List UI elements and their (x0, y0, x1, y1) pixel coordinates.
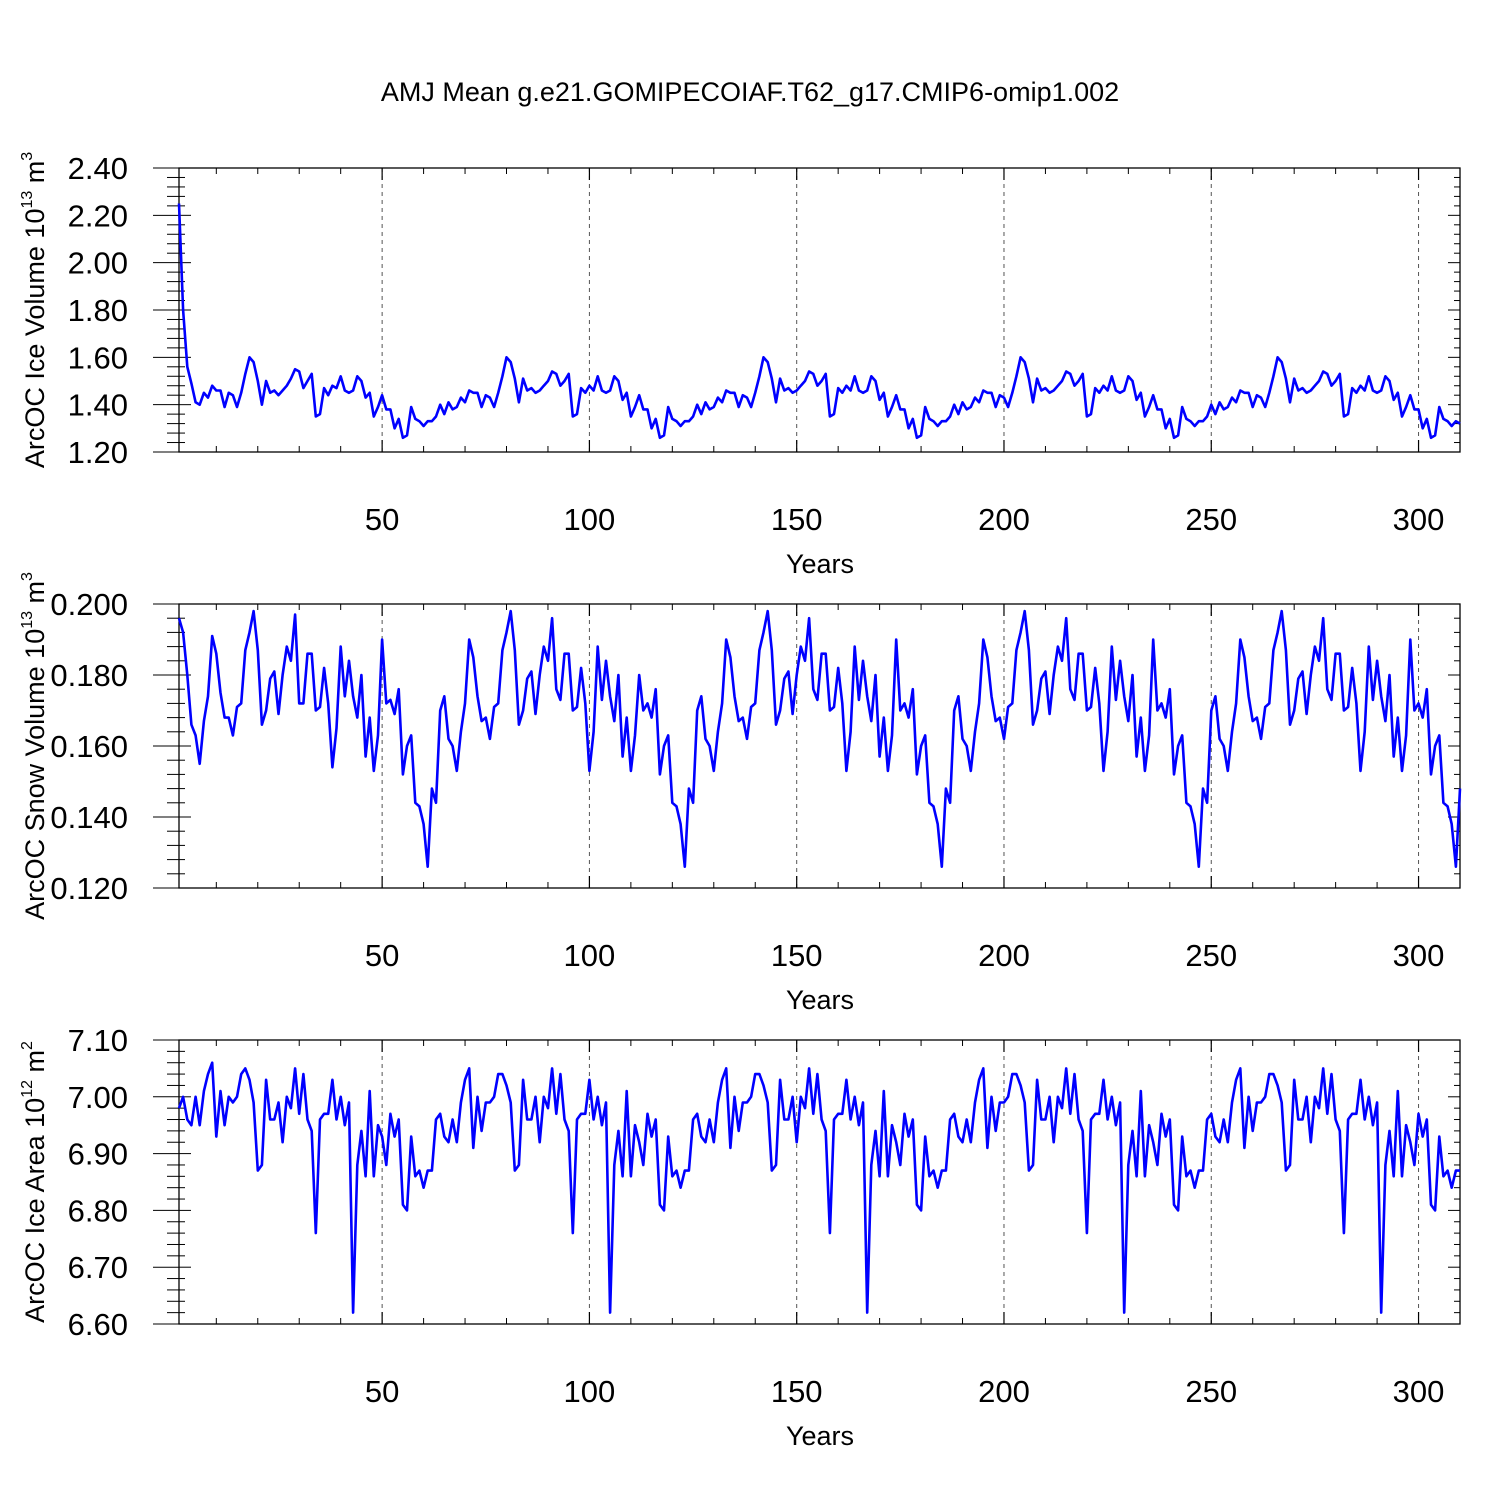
y-tick-label: 2.00 (68, 246, 128, 281)
chart-title: AMJ Mean g.e21.GOMIPECOIAF.T62_g17.CMIP6… (381, 77, 1119, 107)
panel-2: 50 100 150 200 250 300 0.120 0.140 0.160 0.180 0.2… (19, 572, 1462, 1015)
plot-frame (178, 1039, 1461, 1325)
y-tick-label: 1.40 (68, 388, 128, 423)
x-tick-label: 250 (1185, 1374, 1237, 1409)
y-tick-label: 1.60 (68, 340, 128, 375)
x-tick-label: 200 (978, 938, 1030, 973)
y-axis-label-text: ArcOC Ice Area 10 (20, 1098, 50, 1323)
series-line (177, 1061, 1460, 1314)
y-axis-label-exponent: 13 (19, 191, 36, 209)
panel-3: 50 100 150 200 250 300 6.60 6.70 6.80 6.90 7.00 7.1… (19, 1023, 1461, 1451)
panel-1: 50 100 150 200 250 300 1.20 1.40 1.60 1.80 2.00 2.2… (19, 151, 1461, 579)
x-tick-label: 100 (564, 502, 616, 537)
y-axis-label-exponent: 12 (19, 1080, 36, 1098)
x-tick-label: 150 (771, 1374, 823, 1409)
x-tick-label: 100 (564, 938, 616, 973)
y-tick-label: 0.160 (50, 729, 128, 764)
x-tick-label: 300 (1393, 938, 1445, 973)
y-tick-label: 1.20 (68, 435, 128, 470)
y-tick-label: 0.140 (50, 800, 128, 835)
x-axis-label: Years (786, 1421, 854, 1451)
x-tick-label: 200 (978, 1374, 1030, 1409)
x-tick-label: 50 (365, 502, 399, 537)
y-axis-label-unit: m (20, 161, 50, 191)
x-tick-label: 250 (1185, 502, 1237, 537)
y-axis-label: ArcOC Ice Area 1012 m2 (19, 1041, 50, 1323)
x-tick-label: 50 (365, 938, 399, 973)
x-tick-label: 250 (1185, 938, 1237, 973)
y-axis-label-text: ArcOC Ice Volume 10 (20, 209, 50, 469)
plot-frame (178, 167, 1461, 453)
y-axis-label-unit: m (20, 581, 50, 611)
x-axis-label: Years (786, 549, 854, 579)
y-axis-label-text: ArcOC Snow Volume 10 (20, 629, 50, 920)
y-tick-label: 2.40 (68, 151, 128, 186)
y-axis-label-unit-exponent: 3 (19, 572, 36, 581)
plot-frame (178, 603, 1461, 889)
x-tick-label: 200 (978, 502, 1030, 537)
y-axis-label-unit: m (20, 1050, 50, 1080)
y-tick-label: 0.200 (50, 587, 128, 622)
y-tick-label: 2.20 (68, 198, 128, 233)
series-line (177, 203, 1461, 440)
y-tick-label: 7.00 (68, 1080, 128, 1115)
y-tick-label: 0.120 (50, 871, 128, 906)
y-axis-label: ArcOC Ice Volume 1013 m3 (19, 152, 50, 468)
x-tick-label: 100 (564, 1374, 616, 1409)
y-axis-label-unit-exponent: 3 (19, 152, 36, 161)
x-tick-label: 300 (1393, 1374, 1445, 1409)
y-axis-label-unit-exponent: 2 (19, 1041, 36, 1050)
y-tick-label: 6.60 (68, 1307, 128, 1342)
x-tick-label: 50 (365, 1374, 399, 1409)
y-tick-label: 7.10 (68, 1023, 128, 1058)
panels: 50 100 150 200 250 3001.201.401.601.802.002.2… (19, 151, 1462, 1451)
x-tick-label: 150 (771, 502, 823, 537)
y-tick-label: 6.80 (68, 1193, 128, 1228)
y-tick-label: 1.80 (68, 293, 128, 328)
y-tick-label: 6.90 (68, 1137, 128, 1172)
y-axis-label-exponent: 13 (19, 611, 36, 629)
x-tick-label: 300 (1393, 502, 1445, 537)
series-line (177, 609, 1462, 869)
y-axis-label: ArcOC Snow Volume 1013 m3 (19, 572, 50, 920)
x-tick-label: 150 (771, 938, 823, 973)
y-tick-label: 0.180 (50, 658, 128, 693)
y-tick-label: 6.70 (68, 1250, 128, 1285)
x-axis-label: Years (786, 985, 854, 1015)
